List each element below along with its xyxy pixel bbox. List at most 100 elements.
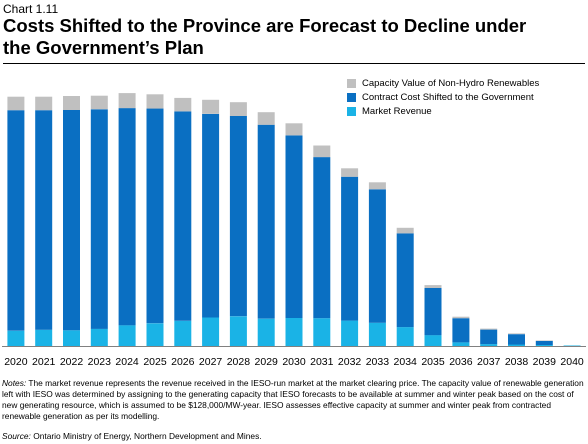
legend-swatch-capacity bbox=[347, 78, 356, 88]
x-tick-label-2021: 2021 bbox=[32, 356, 56, 368]
bar-capacity-2032 bbox=[341, 168, 359, 177]
legend-label-capacity: Capacity Value of Non-Hydro Renewables bbox=[362, 77, 540, 89]
title-divider bbox=[3, 63, 585, 64]
x-tick-label-2028: 2028 bbox=[227, 356, 251, 368]
bar-capacity-2029 bbox=[257, 112, 275, 125]
bar-market-2030 bbox=[285, 317, 303, 346]
x-tick-label-2025: 2025 bbox=[143, 356, 167, 368]
bar-capacity-2030 bbox=[285, 123, 303, 136]
source-label: Source: bbox=[2, 431, 31, 441]
chart-title-line1: Costs Shifted to the Province are Foreca… bbox=[3, 15, 527, 36]
x-tick-label-2037: 2037 bbox=[477, 356, 501, 368]
legend-swatch-contract bbox=[347, 92, 356, 102]
bar-market-2026 bbox=[174, 320, 192, 346]
bar-market-2033 bbox=[368, 322, 386, 346]
bar-market-2039 bbox=[535, 345, 553, 346]
bar-capacity-2027 bbox=[202, 99, 220, 114]
bar-capacity-2035 bbox=[424, 285, 442, 288]
bar-contract-2025 bbox=[146, 108, 164, 324]
x-tick-label-2027: 2027 bbox=[199, 356, 223, 368]
bar-market-2038 bbox=[508, 344, 525, 346]
x-tick-label-2038: 2038 bbox=[505, 356, 529, 368]
legend-label-contract: Contract Cost Shifted to the Government bbox=[362, 91, 534, 103]
bar-capacity-2021 bbox=[35, 96, 53, 111]
x-tick-label-2023: 2023 bbox=[88, 356, 112, 368]
bar-capacity-2033 bbox=[368, 182, 386, 190]
bar-contract-2035 bbox=[424, 288, 442, 336]
bar-capacity-2034 bbox=[396, 227, 414, 234]
notes-label: Notes: bbox=[2, 378, 27, 388]
bar-contract-2020 bbox=[7, 110, 25, 331]
bar-market-2032 bbox=[341, 320, 359, 346]
bar-capacity-2036 bbox=[452, 316, 470, 319]
bar-contract-2023 bbox=[90, 109, 108, 329]
x-tick-label-2020: 2020 bbox=[4, 356, 28, 368]
bar-contract-2031 bbox=[313, 157, 331, 319]
bar-contract-2022 bbox=[63, 110, 80, 331]
x-tick-label-2026: 2026 bbox=[171, 356, 195, 368]
bar-contract-2038 bbox=[508, 334, 525, 345]
bar-market-2035 bbox=[424, 335, 442, 346]
legend-label-market: Market Revenue bbox=[362, 105, 432, 117]
x-tick-label-2030: 2030 bbox=[282, 356, 306, 368]
x-tick-label-2033: 2033 bbox=[366, 356, 390, 368]
x-tick-label-2032: 2032 bbox=[338, 356, 362, 368]
bar-capacity-2031 bbox=[313, 145, 331, 158]
bar-contract-2030 bbox=[285, 135, 303, 318]
bar-capacity-2026 bbox=[174, 97, 192, 112]
x-tick-label-2040: 2040 bbox=[560, 356, 584, 368]
bar-market-2025 bbox=[146, 323, 164, 346]
bar-market-2027 bbox=[202, 317, 220, 346]
x-tick-label-2036: 2036 bbox=[449, 356, 473, 368]
x-tick-label-2035: 2035 bbox=[421, 356, 445, 368]
chart-source: Source: Ontario Ministry of Energy, Nort… bbox=[2, 431, 262, 441]
x-tick-label-2022: 2022 bbox=[60, 356, 84, 368]
bar-capacity-2025 bbox=[146, 94, 164, 109]
source-text: Ontario Ministry of Energy, Northern Dev… bbox=[30, 431, 262, 441]
x-tick-label-2031: 2031 bbox=[310, 356, 334, 368]
bar-market-2037 bbox=[480, 344, 498, 346]
bar-capacity-2024 bbox=[118, 93, 136, 109]
bar-capacity-2039 bbox=[535, 340, 553, 341]
bar-contract-2028 bbox=[229, 116, 247, 317]
bar-market-2036 bbox=[452, 342, 470, 346]
bar-capacity-2028 bbox=[229, 102, 247, 116]
bar-contract-2032 bbox=[341, 176, 359, 321]
notes-text: The market revenue represents the revenu… bbox=[2, 378, 584, 421]
bar-market-2023 bbox=[90, 328, 108, 346]
bar-market-2022 bbox=[63, 330, 80, 346]
bar-capacity-2022 bbox=[63, 96, 80, 110]
bar-contract-2021 bbox=[35, 110, 53, 330]
bar-market-2024 bbox=[118, 325, 136, 346]
bar-market-2040 bbox=[563, 345, 581, 346]
bar-market-2029 bbox=[257, 318, 275, 346]
x-tick-label-2034: 2034 bbox=[394, 356, 418, 368]
chart-number: Chart 1.11 bbox=[3, 2, 59, 16]
bar-market-2020 bbox=[7, 330, 25, 346]
bar-contract-2029 bbox=[257, 124, 275, 319]
chart-title-line2: the Government’s Plan bbox=[3, 37, 204, 58]
bar-contract-2034 bbox=[396, 233, 414, 328]
chart-notes: Notes: The market revenue represents the… bbox=[2, 378, 586, 422]
bar-market-2021 bbox=[35, 329, 53, 346]
bar-capacity-2037 bbox=[480, 328, 498, 330]
bar-market-2034 bbox=[396, 327, 414, 346]
bar-contract-2026 bbox=[174, 111, 192, 321]
bar-market-2031 bbox=[313, 318, 331, 346]
bar-capacity-2038 bbox=[508, 333, 525, 335]
chart-legend: Capacity Value of Non-Hydro Renewables C… bbox=[347, 76, 539, 118]
legend-item-capacity: Capacity Value of Non-Hydro Renewables bbox=[347, 76, 539, 90]
bar-market-2028 bbox=[229, 316, 247, 346]
bar-contract-2037 bbox=[480, 329, 498, 345]
bar-capacity-2023 bbox=[90, 95, 108, 110]
bar-contract-2033 bbox=[368, 189, 386, 323]
legend-item-contract: Contract Cost Shifted to the Government bbox=[347, 90, 539, 104]
x-tick-label-2024: 2024 bbox=[115, 356, 139, 368]
bar-contract-2027 bbox=[202, 113, 220, 318]
bar-capacity-2020 bbox=[7, 96, 25, 111]
bar-contract-2039 bbox=[535, 340, 553, 345]
x-tick-label-2039: 2039 bbox=[533, 356, 557, 368]
bar-contract-2024 bbox=[118, 108, 136, 326]
legend-swatch-market bbox=[347, 106, 356, 116]
